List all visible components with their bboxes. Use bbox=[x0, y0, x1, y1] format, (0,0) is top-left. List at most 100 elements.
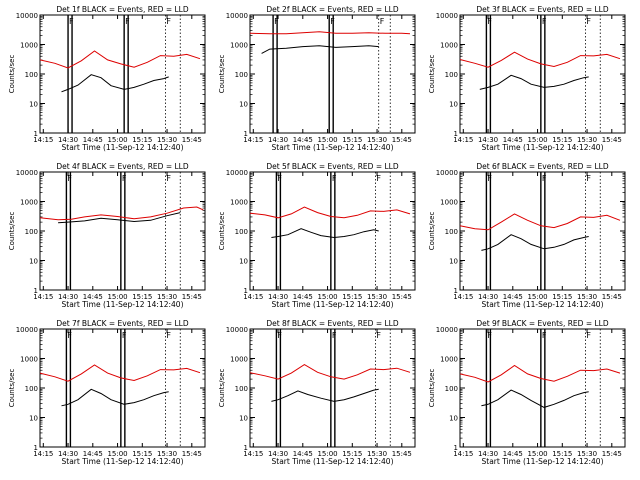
marker-label: F bbox=[277, 331, 282, 340]
y-tick-label: 10 bbox=[29, 258, 38, 266]
subplot-title: Det 5f BLACK = Events, RED = LLD bbox=[266, 162, 399, 171]
y-tick-label: 1000 bbox=[20, 42, 38, 50]
y-tick-label: 10 bbox=[239, 258, 248, 266]
x-tick-label: 15:45 bbox=[182, 136, 202, 144]
subplot-title: Det 4f BLACK = Events, RED = LLD bbox=[56, 162, 189, 171]
subplot-7: 1 10 100 1000 10000 14:15 14:30 14:45 15:00 15:15… bbox=[8, 319, 206, 466]
x-tick-label: 14:15 bbox=[243, 293, 263, 301]
y-tick-label: 100 bbox=[25, 71, 38, 79]
y-tick-label: 100 bbox=[445, 71, 458, 79]
y-tick-label: 10000 bbox=[16, 326, 38, 334]
marker-label: F bbox=[542, 331, 547, 340]
marker-label: F bbox=[487, 17, 492, 26]
y-tick-label: 1000 bbox=[20, 199, 38, 207]
y-tick-label: 100 bbox=[445, 228, 458, 236]
y-tick-label: 1 bbox=[244, 444, 248, 452]
series-line-black bbox=[261, 45, 379, 54]
x-axis-label: Start Time (11-Sep-12 14:12:40) bbox=[272, 457, 394, 466]
marker-label: F bbox=[586, 17, 591, 26]
subplot-title: Det 9f BLACK = Events, RED = LLD bbox=[476, 319, 609, 328]
marker-label: F bbox=[487, 331, 492, 340]
x-tick-label: 14:15 bbox=[33, 293, 53, 301]
series-line-black bbox=[481, 234, 589, 251]
subplot-3: 1 10 100 1000 10000 14:15 14:30 14:45 15:00 15:15… bbox=[428, 5, 626, 152]
series-line-black bbox=[61, 74, 169, 93]
x-axis-label: Start Time (11-Sep-12 14:12:40) bbox=[482, 143, 604, 152]
y-axis-label: Counts/sec bbox=[428, 212, 436, 251]
marker-label: F bbox=[277, 174, 282, 183]
subplot-title: Det 7f BLACK = Events, RED = LLD bbox=[56, 319, 189, 328]
y-axis-label: Counts/sec bbox=[218, 212, 226, 251]
marker-label: F bbox=[122, 174, 127, 183]
y-tick-label: 10000 bbox=[226, 169, 248, 177]
x-tick-label: 14:15 bbox=[453, 450, 473, 458]
y-tick-label: 100 bbox=[25, 385, 38, 393]
y-tick-label: 1 bbox=[34, 130, 38, 138]
series-line-red bbox=[459, 51, 621, 68]
x-tick-label: 15:45 bbox=[602, 450, 622, 458]
x-tick-label: 14:30 bbox=[58, 450, 78, 458]
x-tick-label: 14:15 bbox=[453, 293, 473, 301]
y-tick-label: 10000 bbox=[16, 12, 38, 20]
x-tick-label: 14:45 bbox=[293, 293, 313, 301]
x-tick-label: 14:30 bbox=[268, 450, 288, 458]
y-tick-label: 1 bbox=[244, 130, 248, 138]
marker-label: F bbox=[586, 331, 591, 340]
series-line-black bbox=[479, 74, 589, 90]
series-line-red bbox=[459, 213, 621, 231]
marker-label: F bbox=[332, 331, 337, 340]
y-tick-label: 1000 bbox=[230, 199, 248, 207]
x-tick-label: 14:45 bbox=[83, 293, 103, 301]
x-tick-label: 15:30 bbox=[157, 136, 177, 144]
x-tick-label: 15:45 bbox=[182, 293, 202, 301]
subplot-6: 1 10 100 1000 10000 14:15 14:30 14:45 15:00 15:15… bbox=[428, 162, 626, 309]
x-tick-label: 15:45 bbox=[392, 450, 412, 458]
x-tick-label: 15:45 bbox=[392, 136, 412, 144]
y-tick-label: 1000 bbox=[230, 42, 248, 50]
series-line-black bbox=[271, 228, 379, 239]
x-axis-label: Start Time (11-Sep-12 14:12:40) bbox=[272, 300, 394, 309]
x-tick-label: 14:45 bbox=[293, 450, 313, 458]
x-tick-label: 15:15 bbox=[132, 293, 152, 301]
series-line-red bbox=[39, 206, 204, 221]
y-tick-label: 1000 bbox=[440, 356, 458, 364]
x-axis-label: Start Time (11-Sep-12 14:12:40) bbox=[272, 143, 394, 152]
x-tick-label: 15:45 bbox=[392, 293, 412, 301]
x-tick-label: 14:15 bbox=[33, 136, 53, 144]
series-line-red bbox=[39, 364, 201, 382]
x-tick-label: 15:00 bbox=[107, 136, 127, 144]
x-axis-label: Start Time (11-Sep-12 14:12:40) bbox=[482, 457, 604, 466]
y-tick-label: 10 bbox=[239, 415, 248, 423]
x-tick-label: 14:45 bbox=[293, 136, 313, 144]
marker-label: F bbox=[166, 174, 171, 183]
x-tick-label: 15:45 bbox=[602, 136, 622, 144]
x-tick-label: 15:15 bbox=[552, 450, 572, 458]
series-line-red bbox=[249, 364, 411, 380]
y-tick-label: 100 bbox=[445, 385, 458, 393]
y-tick-label: 100 bbox=[235, 71, 248, 79]
y-tick-label: 1 bbox=[454, 444, 458, 452]
series-line-red bbox=[39, 50, 201, 69]
series-line-red bbox=[249, 31, 411, 35]
y-tick-label: 1000 bbox=[230, 356, 248, 364]
y-tick-label: 1000 bbox=[440, 42, 458, 50]
x-tick-label: 14:15 bbox=[243, 450, 263, 458]
series-line-black bbox=[61, 388, 169, 407]
y-tick-label: 10 bbox=[29, 101, 38, 109]
x-axis-label: Start Time (11-Sep-12 14:12:40) bbox=[482, 300, 604, 309]
marker-label: F bbox=[166, 331, 171, 340]
x-tick-label: 15:00 bbox=[107, 293, 127, 301]
x-tick-label: 15:00 bbox=[317, 293, 337, 301]
x-tick-label: 14:30 bbox=[478, 293, 498, 301]
x-tick-label: 14:30 bbox=[268, 293, 288, 301]
marker-label: F bbox=[542, 17, 547, 26]
y-tick-label: 10 bbox=[449, 258, 458, 266]
x-tick-label: 15:30 bbox=[367, 450, 387, 458]
y-tick-label: 1 bbox=[454, 287, 458, 295]
x-tick-label: 15:00 bbox=[107, 450, 127, 458]
y-tick-label: 10000 bbox=[436, 169, 458, 177]
y-tick-label: 10000 bbox=[226, 326, 248, 334]
x-tick-label: 15:30 bbox=[577, 450, 597, 458]
subplot-5: 1 10 100 1000 10000 14:15 14:30 14:45 15:00 15:15… bbox=[218, 162, 416, 309]
